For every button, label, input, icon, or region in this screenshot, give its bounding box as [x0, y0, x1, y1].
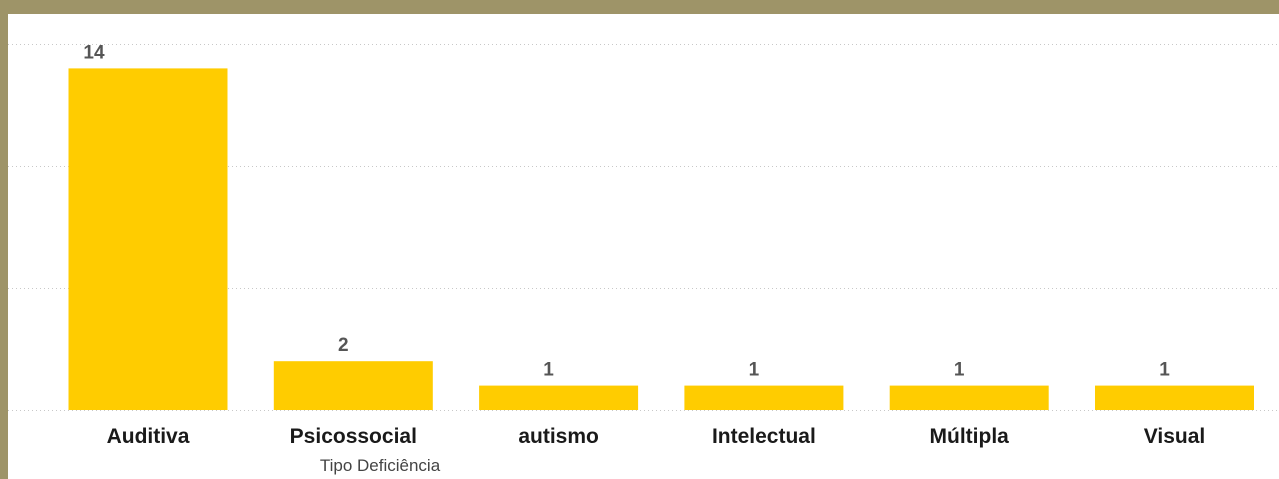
category-label-psicossocial: Psicossocial: [290, 425, 417, 448]
bar-psicossocial[interactable]: [273, 361, 433, 410]
data-label-auditiva: 14: [83, 42, 105, 63]
category-labels: Auditiva Psicossocial autismo Intelectual Mú…: [107, 425, 1206, 448]
chart-frame: 14 2 1 1 1 1 Auditiva Psicossocial autismo Intel…: [8, 14, 1279, 479]
data-label-intelectual: 1: [749, 360, 760, 381]
category-label-auditiva: Auditiva: [107, 425, 190, 448]
data-labels: 14 2 1 1 1 1: [83, 42, 1170, 380]
bar-chart: 14 2 1 1 1 1 Auditiva Psicossocial autismo Intel…: [8, 42, 1279, 475]
category-label-autismo: autismo: [518, 425, 599, 448]
data-label-visual: 1: [1159, 360, 1170, 381]
data-label-multipla: 1: [954, 360, 965, 381]
category-label-visual: Visual: [1144, 425, 1205, 448]
bar-intelectual[interactable]: [684, 385, 844, 410]
bar-auditiva[interactable]: [68, 68, 228, 411]
bar-visual[interactable]: [1095, 385, 1254, 410]
bar-multipla[interactable]: [889, 385, 1049, 410]
bar-autismo[interactable]: [479, 385, 639, 410]
data-label-psicossocial: 2: [338, 335, 349, 356]
category-label-multipla: Múltipla: [930, 425, 1010, 448]
bars: [68, 68, 1254, 411]
x-axis-title: Tipo Deficiência: [320, 456, 441, 475]
data-label-autismo: 1: [543, 360, 554, 381]
category-label-intelectual: Intelectual: [712, 425, 816, 448]
